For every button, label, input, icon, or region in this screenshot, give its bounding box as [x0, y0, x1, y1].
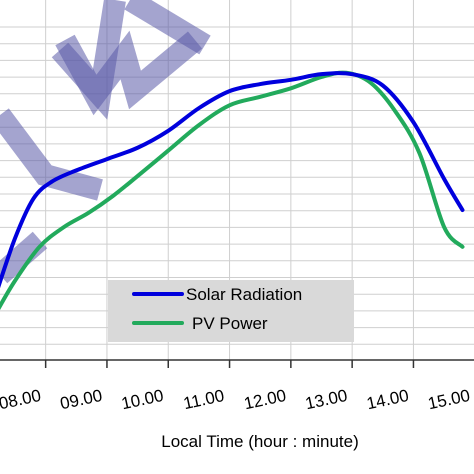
- watermark-letter: [55, 30, 203, 116]
- x-tick-label: 15.00: [426, 386, 472, 413]
- x-tick-label: 13.00: [304, 386, 350, 413]
- legend-label: Solar Radiation: [186, 285, 302, 304]
- series-group: [0, 70, 465, 311]
- legend-label: PV Power: [192, 314, 268, 333]
- x-tick-label: 10.00: [120, 386, 166, 413]
- series-line-pv-power: [0, 70, 465, 311]
- watermark-stroke: [0, 231, 48, 284]
- x-tick-label: 14.00: [365, 386, 411, 413]
- x-axis: 08.00 09.00 10.00 11.00 12.00 13.00 14.00 15.00: [0, 359, 474, 413]
- x-axis-title: Local Time (hour : minute): [161, 432, 358, 451]
- x-tick-label: 09.00: [58, 386, 104, 413]
- x-tick-label: 12.00: [242, 386, 288, 413]
- legend: Solar Radiation PV Power: [108, 280, 354, 342]
- x-tick-label: 11.00: [182, 386, 226, 413]
- legend-box: [108, 280, 354, 342]
- watermark-stroke: [124, 0, 211, 55]
- watermark-stroke: [0, 108, 103, 201]
- watermark: [0, 0, 211, 284]
- series-line-solar-radiation: [0, 71, 465, 289]
- x-tick-label: 08.00: [0, 386, 43, 413]
